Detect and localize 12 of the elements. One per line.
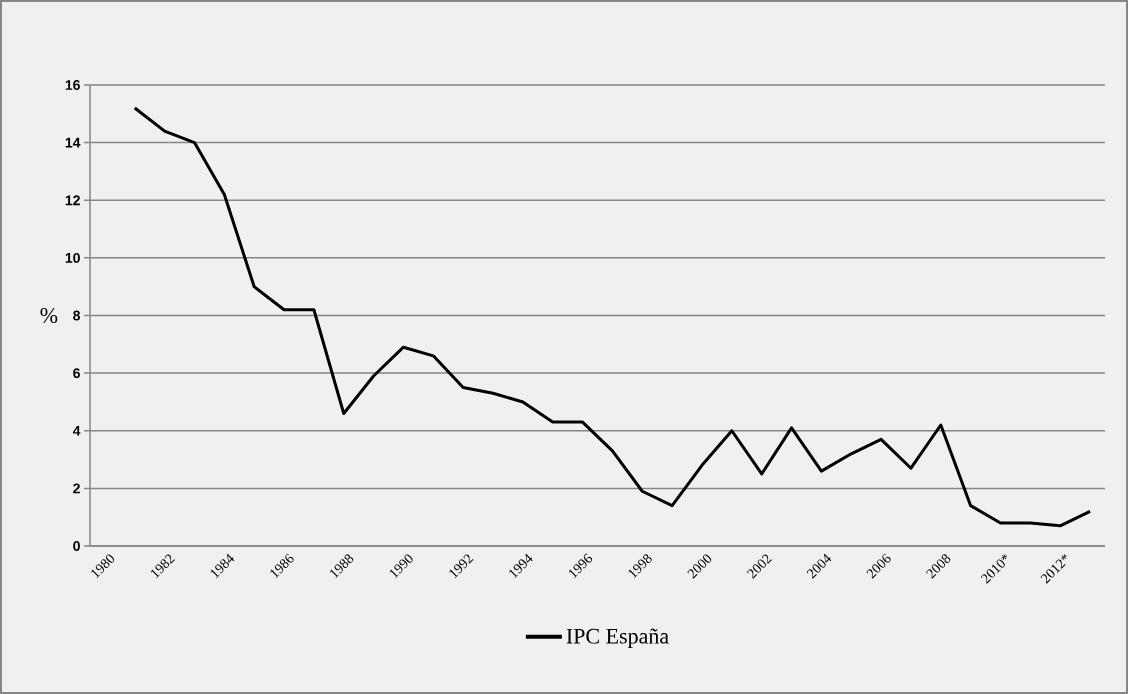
y-tick-label: 10 [65, 252, 80, 263]
y-tick-label: 14 [65, 137, 81, 148]
y-tick-label: 8 [73, 310, 81, 321]
y-tick-label: 4 [72, 425, 81, 436]
y-tick-label: 6 [73, 368, 80, 379]
y-tick-label: 12 [65, 195, 80, 206]
line-series [133, 106, 1092, 528]
y-tick-label: 0 [73, 541, 80, 551]
legend-label: IPC España [566, 628, 669, 649]
y-axis-title: % [40, 308, 58, 323]
y-tick-label: 16 [65, 80, 80, 90]
y-tick-label: 2 [73, 483, 80, 494]
